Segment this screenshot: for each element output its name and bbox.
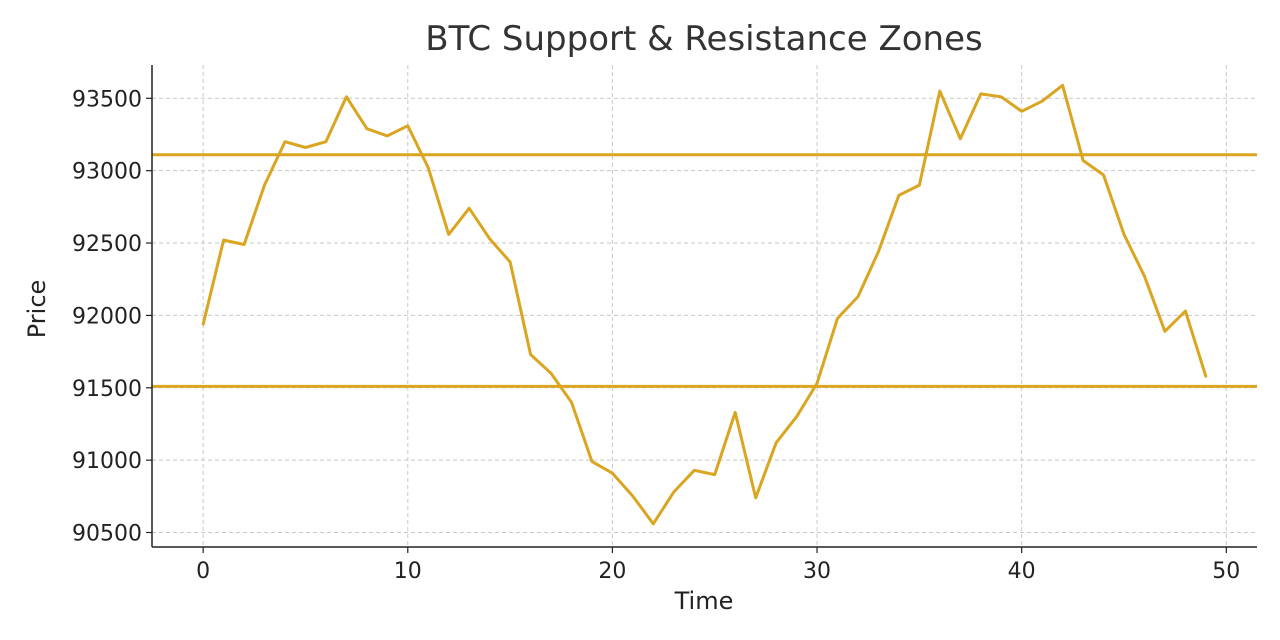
- chart-title: BTC Support & Resistance Zones: [425, 19, 982, 59]
- y-ticks: 90500 91000 91500 92000 92500 93000 93500: [72, 87, 152, 547]
- x-tick-label: 30: [803, 559, 831, 584]
- y-tick-label: 91000: [72, 449, 142, 474]
- y-axis-label: Price: [23, 280, 51, 339]
- grid: [152, 65, 1257, 547]
- y-tick-label: 91500: [72, 377, 142, 402]
- price-series: [201, 83, 1208, 526]
- x-axis-label: Time: [674, 587, 734, 615]
- x-tick-label: 40: [1008, 559, 1036, 584]
- x-ticks: 0 10 20 30 40 50: [196, 547, 1240, 584]
- y-tick-label: 92500: [72, 232, 142, 257]
- x-tick-label: 10: [394, 559, 422, 584]
- x-tick-label: 20: [598, 559, 626, 584]
- y-tick-label: 92000: [72, 304, 142, 329]
- x-tick-label: 50: [1212, 559, 1240, 584]
- support-resistance-lines: [152, 153, 1257, 388]
- y-tick-label: 93000: [72, 160, 142, 185]
- y-tick-label: 93500: [72, 87, 142, 112]
- price-line: [201, 83, 1208, 526]
- x-tick-label: 0: [196, 559, 210, 584]
- y-tick-label: 90500: [72, 522, 142, 547]
- axes: [151, 65, 1257, 548]
